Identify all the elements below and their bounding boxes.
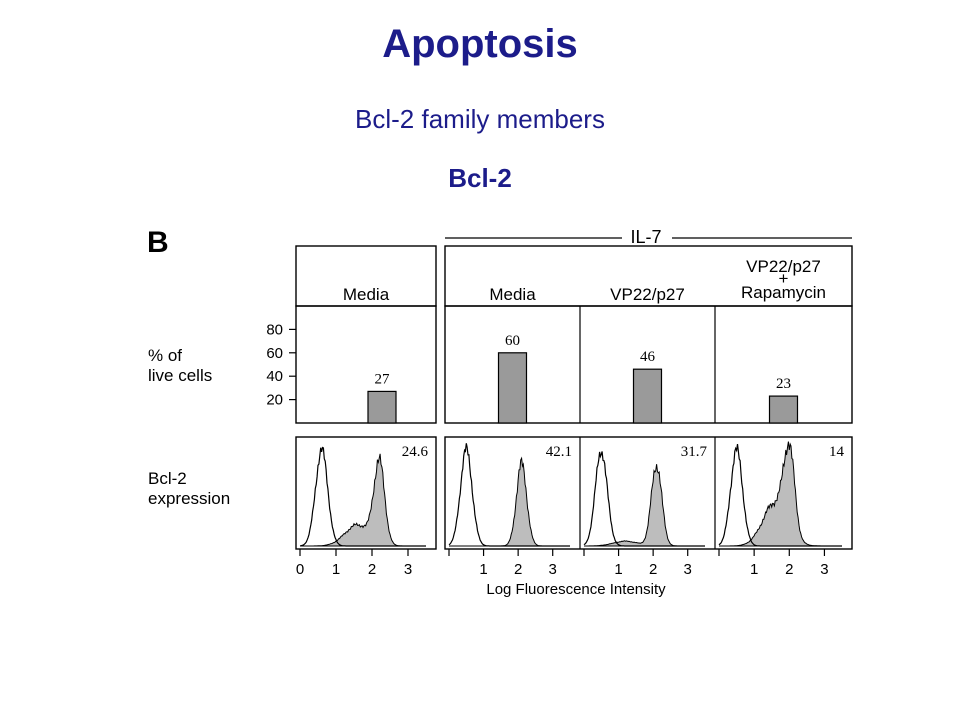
slide-heading: Bcl-2 — [448, 163, 512, 193]
x-tick-label: 3 — [684, 561, 692, 578]
hist-value-label-4: 14 — [829, 444, 845, 460]
condition-label-1: Media — [343, 285, 390, 304]
x-tick-label: 3 — [820, 561, 828, 578]
hist-panel-2-frame — [444, 436, 853, 550]
x-tick-label: 3 — [404, 561, 412, 578]
condition-label-3: VP22/p27 — [610, 285, 685, 304]
x-tick-label: 0 — [296, 561, 304, 578]
x-tick-label: 2 — [514, 561, 522, 578]
x-tick-label: 1 — [614, 561, 622, 578]
hist-filled-3 — [584, 464, 705, 547]
x-tick-label: 2 — [649, 561, 657, 578]
hist-open-1 — [299, 446, 426, 547]
hist-value-label-3: 31.7 — [681, 444, 708, 460]
x-tick-label: 2 — [368, 561, 376, 578]
bar-3 — [632, 368, 663, 424]
x-tick-label: 1 — [750, 561, 758, 578]
x-tick-label: 1 — [479, 561, 487, 578]
bar-panel-1-frame — [295, 305, 437, 424]
hist-value-label-2: 42.1 — [546, 444, 572, 460]
hist-filled-2 — [449, 456, 570, 547]
bar-value-label-3: 46 — [640, 349, 656, 365]
bar-value-label-1: 27 — [375, 371, 391, 387]
hist-value-label-1: 24.6 — [402, 444, 429, 460]
x-tick-label: 1 — [332, 561, 340, 578]
x-tick-label: 3 — [549, 561, 557, 578]
condition-label-2: Media — [489, 285, 536, 304]
hist-filled-4 — [719, 441, 842, 547]
y-tick-label: 40 — [266, 368, 283, 385]
bar-value-label-2: 60 — [505, 333, 520, 349]
hist-open-2 — [448, 443, 570, 547]
hist-open-4 — [718, 444, 842, 547]
panel-letter: B — [147, 226, 169, 259]
bar-4 — [768, 395, 799, 424]
bar-value-label-4: 23 — [776, 376, 791, 392]
y-tick-label: 20 — [266, 392, 283, 409]
hist-panel-1-frame — [295, 436, 437, 550]
hist-ylabel: Bcl-2 expression — [148, 469, 230, 508]
x-axis-label: Log Fluorescence Intensity — [486, 581, 666, 598]
slide-title: Apoptosis — [382, 22, 578, 66]
bar-ylabel: % of live cells — [148, 346, 212, 385]
y-tick-label: 80 — [266, 321, 283, 338]
bar-2 — [497, 352, 528, 424]
group-label: IL-7 — [630, 227, 661, 247]
hist-open-3 — [583, 451, 705, 547]
bar-1 — [367, 390, 397, 424]
y-tick-label: 60 — [266, 345, 283, 362]
hist-filled-1 — [300, 453, 426, 547]
slide-subtitle: Bcl-2 family members — [355, 104, 605, 134]
condition-label-4: VP22/p27 + Rapamycin — [741, 257, 826, 302]
x-tick-label: 2 — [785, 561, 793, 578]
